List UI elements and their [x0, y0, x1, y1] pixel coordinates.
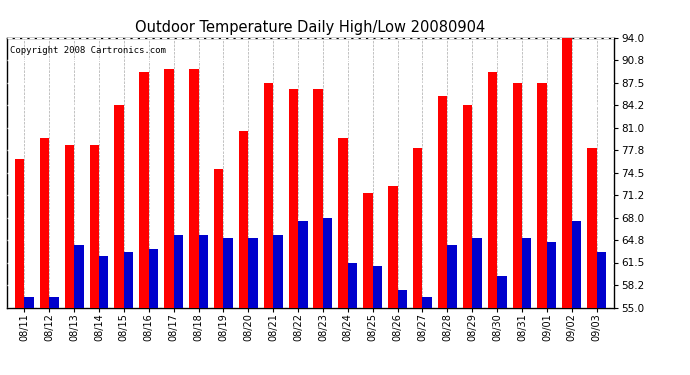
Bar	[149, 249, 158, 308]
Bar	[164, 69, 174, 308]
Bar	[239, 131, 248, 308]
Bar	[422, 297, 432, 307]
Title: Outdoor Temperature Daily High/Low 20080904: Outdoor Temperature Daily High/Low 20080…	[135, 20, 486, 35]
Bar	[49, 297, 59, 307]
Bar	[497, 276, 506, 308]
Bar	[214, 169, 224, 308]
Bar	[472, 238, 482, 308]
Bar	[273, 235, 283, 308]
Bar	[348, 262, 357, 308]
Bar	[74, 245, 83, 308]
Bar	[572, 221, 581, 308]
Bar	[40, 138, 49, 308]
Bar	[338, 138, 348, 308]
Bar	[248, 238, 258, 308]
Bar	[522, 238, 531, 308]
Bar	[264, 82, 273, 308]
Bar	[124, 252, 133, 308]
Bar	[587, 148, 597, 308]
Bar	[65, 145, 74, 308]
Bar	[513, 82, 522, 308]
Bar	[397, 290, 407, 308]
Bar	[288, 89, 298, 308]
Bar	[199, 235, 208, 308]
Bar	[373, 266, 382, 308]
Bar	[224, 238, 233, 308]
Bar	[139, 72, 149, 308]
Bar	[463, 105, 472, 308]
Bar	[447, 245, 457, 308]
Bar	[438, 96, 447, 308]
Bar	[90, 145, 99, 308]
Bar	[597, 252, 606, 308]
Bar	[562, 38, 572, 308]
Bar	[413, 148, 422, 308]
Bar	[15, 159, 24, 308]
Bar	[99, 256, 108, 308]
Bar	[115, 105, 124, 308]
Bar	[488, 72, 497, 308]
Bar	[538, 82, 547, 308]
Bar	[388, 186, 397, 308]
Text: Copyright 2008 Cartronics.com: Copyright 2008 Cartronics.com	[10, 46, 166, 55]
Bar	[189, 69, 199, 308]
Bar	[24, 297, 34, 307]
Bar	[363, 193, 373, 308]
Bar	[313, 89, 323, 308]
Bar	[323, 217, 333, 308]
Bar	[547, 242, 556, 308]
Bar	[298, 221, 308, 308]
Bar	[174, 235, 183, 308]
